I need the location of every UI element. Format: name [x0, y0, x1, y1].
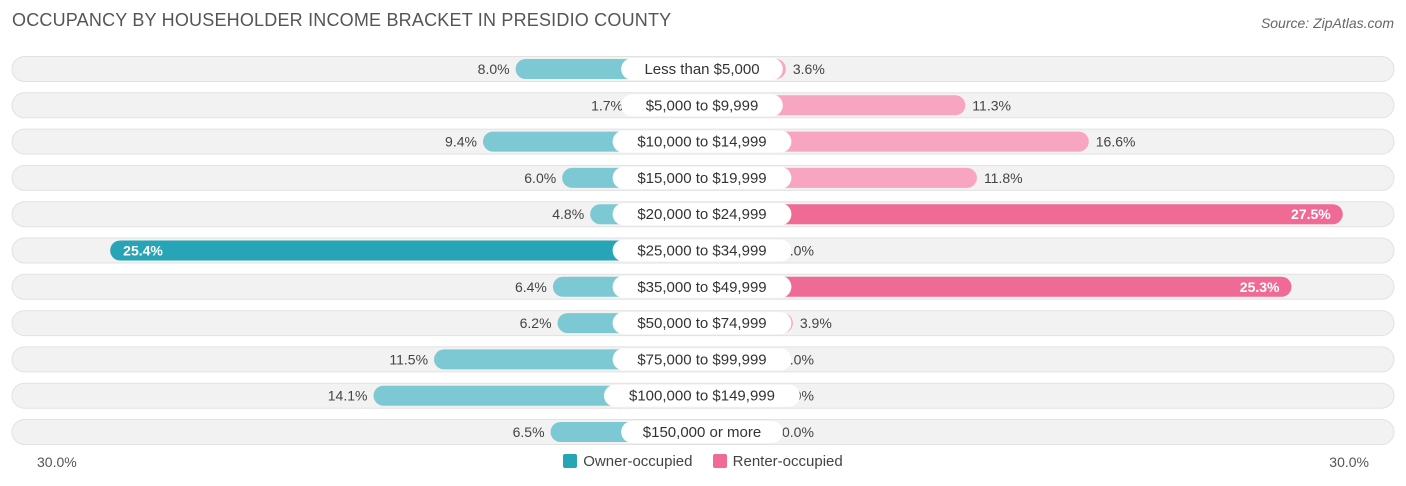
category-label: $10,000 to $14,999	[637, 134, 766, 151]
renter-value-label: 3.6%	[793, 61, 825, 77]
chart-title: OCCUPANCY BY HOUSEHOLDER INCOME BRACKET …	[12, 10, 672, 30]
renter-value-label: 0.0%	[782, 424, 814, 440]
category-pill	[621, 94, 783, 117]
renter-value-label: 27.5%	[1291, 206, 1331, 222]
owner-value-label: 6.2%	[520, 315, 552, 331]
owner-value-label: 6.5%	[513, 424, 545, 440]
renter-value-label: 25.3%	[1240, 279, 1280, 295]
category-label: $35,000 to $49,999	[637, 279, 766, 296]
source-note: Source: ZipAtlas.com	[1260, 15, 1394, 31]
category-pill	[612, 130, 792, 153]
renter-value-label: 16.6%	[1096, 134, 1136, 150]
axis-left-label: 30.0%	[37, 454, 77, 470]
owner-value-label: 25.4%	[123, 243, 163, 259]
category-label: $50,000 to $74,999	[637, 315, 766, 332]
legend-owner-swatch	[563, 454, 578, 468]
category-label: $15,000 to $19,999	[637, 170, 766, 187]
owner-value-label: 9.4%	[445, 134, 477, 150]
renter-bar	[702, 204, 1343, 225]
legend: Owner-occupied Renter-occupied	[0, 453, 1406, 470]
legend-owner: Owner-occupied	[563, 453, 692, 470]
category-pill	[612, 275, 792, 298]
axis-right-label: 30.0%	[1329, 454, 1369, 470]
owner-value-label: 4.8%	[552, 206, 584, 222]
legend-renter-label: Renter-occupied	[732, 453, 843, 470]
category-pill	[612, 348, 792, 371]
category-pill	[612, 166, 792, 189]
owner-value-label: 14.1%	[328, 388, 368, 404]
owner-value-label: 1.7%	[591, 97, 623, 113]
category-pill	[612, 203, 792, 226]
legend-renter: Renter-occupied	[712, 453, 843, 470]
renter-bar	[702, 276, 1292, 297]
owner-value-label: 8.0%	[478, 61, 510, 77]
renter-value-label: 11.3%	[972, 97, 1011, 113]
renter-value-label: 3.9%	[800, 315, 832, 331]
category-label: $5,000 to $9,999	[646, 97, 759, 114]
category-label: $25,000 to $34,999	[637, 243, 766, 260]
legend-renter-swatch	[712, 454, 727, 468]
renter-bar	[702, 131, 1089, 152]
category-label: $20,000 to $24,999	[637, 206, 766, 223]
category-pill	[621, 58, 783, 80]
owner-bar	[110, 240, 703, 261]
category-label: $100,000 to $149,999	[629, 388, 775, 405]
owner-value-label: 6.4%	[515, 279, 547, 295]
category-pill	[621, 421, 783, 443]
legend-owner-label: Owner-occupied	[583, 453, 693, 470]
category-label: $150,000 or more	[643, 424, 761, 441]
owner-value-label: 6.0%	[524, 170, 556, 186]
category-pill	[604, 384, 800, 407]
owner-value-label: 11.5%	[389, 351, 428, 367]
renter-value-label: 11.8%	[984, 170, 1023, 186]
category-pill	[612, 239, 792, 262]
category-pill	[612, 312, 792, 335]
category-label: Less than $5,000	[644, 61, 759, 78]
category-label: $75,000 to $99,999	[637, 351, 766, 368]
